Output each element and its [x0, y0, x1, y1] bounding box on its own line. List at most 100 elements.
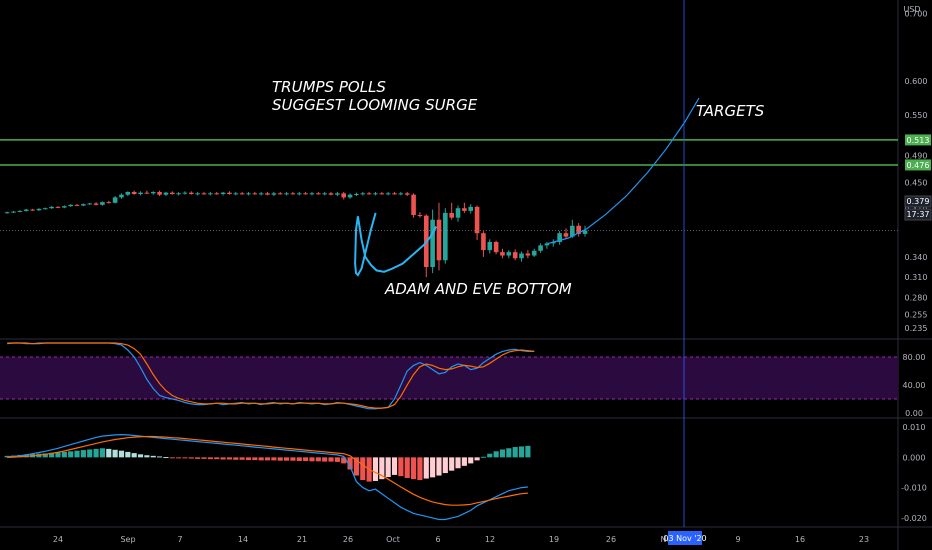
macd-histogram-bar [468, 457, 474, 464]
macd-tick-label: 0.010 [903, 423, 926, 432]
horizontal-levels[interactable] [0, 139, 898, 231]
price-tick-label: 0.235 [905, 324, 928, 333]
macd-histogram-bar [518, 446, 525, 458]
macd-histogram-bar [398, 457, 404, 477]
candle-body [373, 193, 378, 195]
macd-histogram-bar [258, 457, 264, 461]
macd-histogram-bar [309, 457, 315, 462]
annotation-targets[interactable]: TARGETS [696, 102, 765, 120]
macd-histogram-bar [315, 457, 321, 462]
candle-body [74, 204, 80, 206]
time-tick-label: 7 [177, 535, 182, 544]
macd-histogram-bar [176, 457, 182, 459]
macd-histogram-bar [220, 457, 226, 460]
currency-label[interactable]: USD [903, 5, 920, 14]
projection-curve[interactable] [547, 97, 700, 244]
time-tick-label: 16 [795, 535, 805, 544]
candle-body [544, 243, 550, 246]
annotation-headline-1[interactable]: TRUMPS POLLS [272, 78, 386, 96]
macd-histogram-bar [55, 452, 61, 458]
macd-histogram-bar [436, 457, 442, 476]
candle-body [11, 211, 16, 213]
macd-histogram-bar [214, 457, 220, 460]
candle-body [49, 206, 54, 209]
macd-histogram-bar [499, 449, 506, 458]
macd-histogram-bar [303, 457, 309, 461]
candle-body [30, 209, 35, 211]
time-tick-label: 24 [53, 535, 63, 544]
candle-body [239, 193, 245, 195]
candle-body [366, 193, 372, 195]
candle-body [341, 193, 347, 198]
candle-body [125, 191, 131, 195]
annotation-headline-2[interactable]: SUGGEST LOOMING SURGE [272, 96, 478, 114]
macd-histogram-bar [372, 457, 379, 481]
candle-body [328, 193, 334, 195]
candle-body [189, 192, 194, 195]
current-price-tag: 0.379 [907, 197, 930, 206]
candle-body [131, 191, 137, 195]
stoch-axis[interactable]: 80.00 40.00 0.00 [903, 353, 926, 418]
candle-body [487, 242, 493, 251]
candle-body [462, 208, 467, 211]
candle-body [182, 192, 188, 194]
crosshair-date-tag-bg [668, 531, 702, 545]
macd-histogram-bar [334, 457, 340, 462]
macd-histogram-bar [284, 457, 290, 461]
price-tick-label: 0.450 [905, 179, 928, 188]
macd-histogram-bar [264, 457, 271, 461]
price-tick-label: 0.490 [905, 151, 928, 160]
macd-histogram-bar [411, 457, 417, 480]
macd-histogram-bar [195, 457, 201, 459]
macd-histogram-bar [487, 453, 493, 458]
candle-body [563, 233, 569, 237]
macd-histogram-bar [461, 457, 467, 466]
macd-histogram-bar [42, 453, 48, 458]
stoch-tick-label: 80.00 [903, 353, 926, 362]
time-axis[interactable]: 24 Sep 7 14 21 26 Oct 6 12 19 26 No 9 16 23 [53, 535, 869, 544]
macd-histogram-bar [93, 448, 99, 458]
adam-eve-curve[interactable] [354, 212, 438, 277]
candle-body [296, 193, 302, 195]
candle-body [68, 204, 73, 207]
macd-histogram-bar [277, 457, 283, 461]
macd-histogram-bar [226, 457, 232, 460]
macd-histogram-bar [430, 457, 436, 478]
macd-histogram-bar [385, 457, 391, 478]
price-tick-label: 0.550 [905, 111, 928, 120]
candle-body [23, 209, 29, 211]
annotation-pattern[interactable]: ADAM AND EVE BOTTOM [384, 280, 572, 298]
target-price-tag: 0.476 [907, 161, 930, 170]
candle-body [277, 193, 283, 195]
macd-histogram-bar [449, 457, 455, 471]
macd-histogram-bar [112, 449, 118, 458]
stoch-tick-label: 0.00 [905, 409, 923, 418]
macd-histogram-bar [353, 457, 359, 476]
time-tick-label: 14 [238, 535, 248, 544]
time-tick-label: 26 [343, 535, 353, 544]
candle-body [208, 193, 213, 195]
candle-body [201, 193, 207, 195]
macd-histogram-bar [99, 448, 105, 458]
candle-body [106, 202, 112, 204]
countdown-tag-bg [904, 208, 932, 221]
time-tick-label: 9 [735, 535, 740, 544]
pattern-curves[interactable] [354, 97, 700, 277]
target-price-tag-bg [905, 134, 931, 146]
price-tick-label: 0.600 [905, 77, 928, 86]
macd-axis[interactable]: 0.010 0.000 -0.010 -0.020 [901, 423, 927, 523]
candle-body [252, 193, 258, 195]
candle-body [500, 252, 505, 256]
candle-body [493, 242, 499, 253]
macd-histogram-bar [341, 457, 347, 464]
macd-histogram-bar [137, 454, 144, 458]
macd-histogram-bar [118, 450, 125, 458]
price-tick-label: 0.340 [905, 253, 928, 262]
candle-body [163, 192, 169, 195]
time-tick-label: 21 [297, 535, 307, 544]
price-axis[interactable]: 0.7000.6000.5500.5130.4900.4760.4500.410… [905, 10, 931, 333]
macd-histogram-bar [290, 457, 296, 461]
candle-body [119, 194, 124, 198]
candle-body [538, 245, 543, 251]
